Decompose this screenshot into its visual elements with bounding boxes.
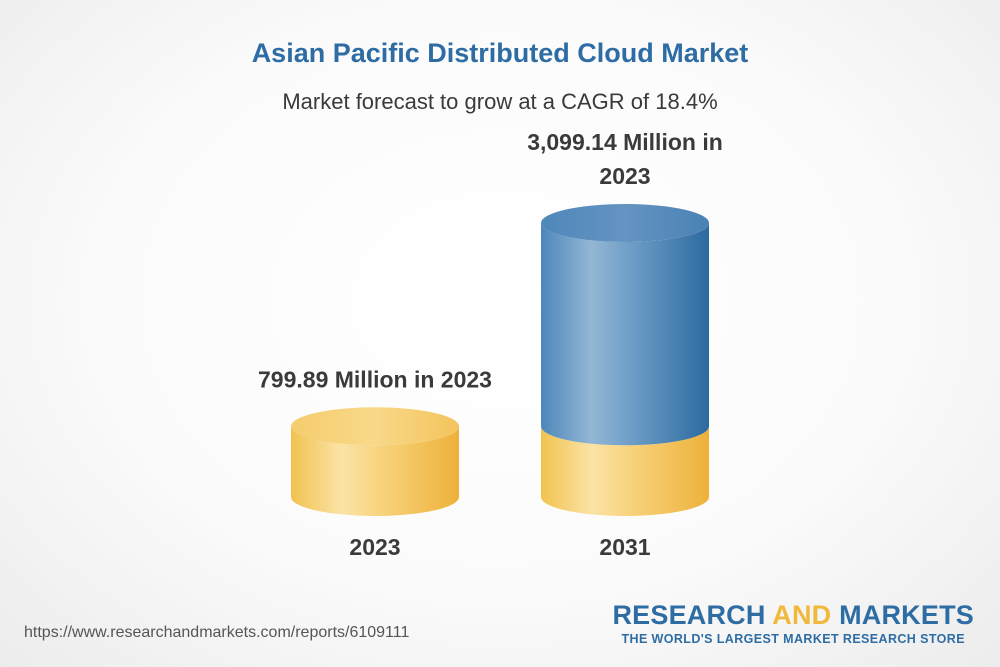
category-label-2023: 2023 <box>349 534 400 560</box>
cylinder-chart: 799.89 Million in 2023 2023 3,099.14 Milli… <box>258 129 723 560</box>
bar-2031-growth-top <box>541 204 709 242</box>
brand-name-part-3: MARKETS <box>831 600 974 630</box>
bar-2023-top <box>291 407 459 446</box>
brand-name: RESEARCH AND MARKETS <box>612 600 974 630</box>
bar-2031-growth <box>541 204 709 446</box>
bar-2031-growth-body <box>541 223 709 446</box>
brand-name-part-1: RESEARCH <box>612 600 773 630</box>
bar-2023 <box>291 407 459 516</box>
bar-2031-base-body <box>541 426 709 516</box>
category-label-2031: 2031 <box>599 534 650 560</box>
value-label-2023-line-1: 799.89 Million in 2023 <box>258 366 492 392</box>
source-url[interactable]: https://www.researchandmarkets.com/repor… <box>24 624 410 641</box>
bar-2023-body <box>291 426 459 516</box>
chart-subtitle: Market forecast to grow at a CAGR of 18.… <box>282 89 718 114</box>
bar-2031-base <box>541 426 709 516</box>
chart-title: Asian Pacific Distributed Cloud Market <box>251 38 749 68</box>
value-label-2031-line-1: 3,099.14 Million in <box>527 129 723 155</box>
brand-name-accent: AND <box>772 600 832 630</box>
brand-tagline: THE WORLD'S LARGEST MARKET RESEARCH STOR… <box>621 632 965 646</box>
value-label-2031-line-2: 2023 <box>599 163 650 189</box>
brand-logo: RESEARCH AND MARKETS THE WORLD'S LARGEST… <box>612 600 974 646</box>
